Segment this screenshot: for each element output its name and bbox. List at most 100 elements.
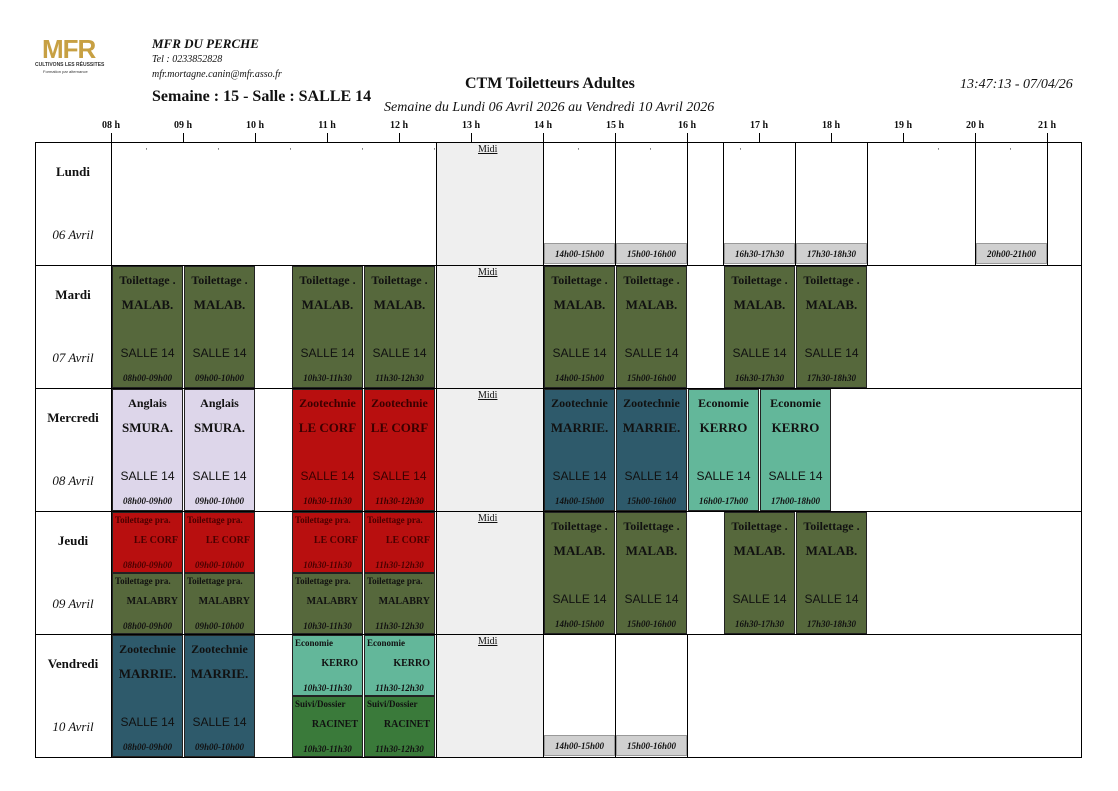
hour-tick xyxy=(543,133,544,142)
lunch-label: Midi xyxy=(478,267,498,278)
grid-dot: · xyxy=(289,144,292,154)
hour-label: 19 h xyxy=(893,120,913,131)
course-block[interactable]: Zootechnie MARRIE. SALLE 14 08h00-09h00 xyxy=(112,635,183,757)
course-teacher: MARRIE. xyxy=(190,666,249,681)
course-time: 16h30-17h30 xyxy=(734,373,784,383)
course-subject: Toilettage pra. xyxy=(115,576,171,586)
course-block[interactable]: Toilettage . MALAB. SALLE 14 08h00-09h00 xyxy=(112,266,183,388)
course-teacher: MALABRY xyxy=(306,596,358,607)
day-date: 09 Avril xyxy=(52,596,94,611)
course-room: SALLE 14 xyxy=(192,346,247,360)
course-block[interactable]: Anglais SMURA. SALLE 14 08h00-09h00 xyxy=(112,389,183,511)
course-teacher: SMURA. xyxy=(194,420,245,435)
grid-line xyxy=(867,142,868,265)
course-block[interactable]: Toilettage . MALAB. SALLE 14 10h30-11h30 xyxy=(292,266,363,388)
grid-line xyxy=(543,142,544,265)
course-room: SALLE 14 xyxy=(552,469,607,483)
course-block[interactable]: Toilettage pra. MALABRY 11h30-12h30 xyxy=(364,573,435,634)
course-block[interactable]: Zootechnie MARRIE. SALLE 14 14h00-15h00 xyxy=(544,389,615,511)
course-block[interactable]: Anglais SMURA. SALLE 14 09h00-10h00 xyxy=(184,389,255,511)
course-teacher: MALAB. xyxy=(625,297,678,312)
course-teacher: KERRO xyxy=(699,420,748,435)
hour-tick xyxy=(615,133,616,142)
course-block[interactable]: Toilettage pra. MALABRY 09h00-10h00 xyxy=(184,573,255,634)
hour-tick xyxy=(399,133,400,142)
lunch-column xyxy=(436,389,544,511)
course-time: 10h30-11h30 xyxy=(303,744,352,754)
course-teacher: MALAB. xyxy=(373,297,426,312)
course-block[interactable]: Toilettage . MALAB. SALLE 14 11h30-12h30 xyxy=(364,266,435,388)
course-teacher: LE CORF xyxy=(205,535,250,546)
course-room: SALLE 14 xyxy=(192,469,247,483)
course-teacher: KERRO xyxy=(321,658,358,669)
course-subject: Toilettage pra. xyxy=(115,515,171,525)
course-block[interactable]: Zootechnie MARRIE. SALLE 14 15h00-16h00 xyxy=(616,389,687,511)
course-block[interactable]: Toilettage pra. LE CORF 10h30-11h30 xyxy=(292,512,363,573)
day-date: 10 Avril xyxy=(52,719,94,734)
course-block[interactable]: Zootechnie LE CORF SALLE 14 11h30-12h30 xyxy=(364,389,435,511)
lunch-label: Midi xyxy=(478,144,498,155)
logo-tagline: CULTIVONS LES RÉUSSITES xyxy=(35,62,105,68)
day-date: 06 Avril xyxy=(52,227,94,242)
course-block[interactable]: Toilettage pra. LE CORF 09h00-10h00 xyxy=(184,512,255,573)
course-subject: Zootechnie xyxy=(299,396,356,410)
course-block[interactable]: Toilettage . MALAB. SALLE 14 16h30-17h30 xyxy=(724,266,795,388)
schedule-title: CTM Toiletteurs Adultes xyxy=(465,75,635,92)
course-block[interactable]: Toilettage . MALAB. SALLE 14 14h00-15h00 xyxy=(544,512,615,634)
course-subject: Toilettage . xyxy=(623,273,680,287)
course-time: 10h30-11h30 xyxy=(303,373,352,383)
course-teacher: LE CORF xyxy=(313,535,358,546)
hour-label: 13 h xyxy=(461,120,481,131)
course-block[interactable]: Toilettage . MALAB. SALLE 14 15h00-16h00 xyxy=(616,512,687,634)
course-block[interactable]: Suivi/Dossier RACINET 10h30-11h30 xyxy=(292,696,363,757)
course-subject: Toilettage pra. xyxy=(367,576,423,586)
course-block[interactable]: Toilettage . MALAB. SALLE 14 17h30-18h30 xyxy=(796,512,867,634)
course-time: 08h00-09h00 xyxy=(122,621,172,631)
course-room: SALLE 14 xyxy=(120,469,175,483)
course-subject: Toilettage pra. xyxy=(295,515,351,525)
day-divider xyxy=(111,265,112,388)
course-block[interactable]: Toilettage pra. LE CORF 11h30-12h30 xyxy=(364,512,435,573)
course-block[interactable]: Economie KERRO 11h30-12h30 xyxy=(364,635,435,696)
course-block[interactable]: Toilettage . MALAB. SALLE 14 09h00-10h00 xyxy=(184,266,255,388)
course-time: 10h30-11h30 xyxy=(303,560,352,570)
lunch-label: Midi xyxy=(478,636,498,647)
course-time: 11h30-12h30 xyxy=(375,683,424,693)
course-block[interactable]: Economie KERRO SALLE 14 16h00-17h00 xyxy=(688,389,759,511)
course-block[interactable]: Economie KERRO 10h30-11h30 xyxy=(292,635,363,696)
course-room: SALLE 14 xyxy=(372,346,427,360)
course-block[interactable]: Toilettage pra. MALABRY 08h00-09h00 xyxy=(112,573,183,634)
course-time: 08h00-09h00 xyxy=(122,373,172,383)
course-teacher: MARRIE. xyxy=(550,420,609,435)
schedule-subtitle: Semaine du Lundi 06 Avril 2026 au Vendre… xyxy=(384,100,715,115)
course-teacher: SMURA. xyxy=(122,420,173,435)
course-time: 11h30-12h30 xyxy=(375,373,424,383)
course-block[interactable]: Toilettage . MALAB. SALLE 14 14h00-15h00 xyxy=(544,266,615,388)
day-divider xyxy=(111,634,112,757)
course-subject: Suivi/Dossier xyxy=(295,699,346,709)
course-room: SALLE 14 xyxy=(804,592,859,606)
hour-tick xyxy=(975,133,976,142)
course-time: 11h30-12h30 xyxy=(375,621,424,631)
grid-line xyxy=(975,142,976,265)
course-block[interactable]: Zootechnie MARRIE. SALLE 14 09h00-10h00 xyxy=(184,635,255,757)
lunch-column xyxy=(436,143,544,265)
hour-tick xyxy=(183,133,184,142)
course-block[interactable]: Toilettage pra. MALABRY 10h30-11h30 xyxy=(292,573,363,634)
course-subject: Economie xyxy=(770,396,821,410)
course-time: 15h00-16h00 xyxy=(626,619,676,629)
course-block[interactable]: Economie KERRO SALLE 14 17h00-18h00 xyxy=(760,389,831,511)
lunch-column xyxy=(436,266,544,388)
course-teacher: LE CORF xyxy=(370,420,429,435)
course-time: 10h30-11h30 xyxy=(303,621,352,631)
course-teacher: MALABRY xyxy=(198,596,250,607)
course-block[interactable]: Toilettage . MALAB. SALLE 14 17h30-18h30 xyxy=(796,266,867,388)
grid-dot: · xyxy=(937,144,940,154)
course-block[interactable]: Toilettage . MALAB. SALLE 14 15h00-16h00 xyxy=(616,266,687,388)
course-block[interactable]: Toilettage pra. LE CORF 08h00-09h00 xyxy=(112,512,183,573)
grid-dot: · xyxy=(739,144,742,154)
course-block[interactable]: Zootechnie LE CORF SALLE 14 10h30-11h30 xyxy=(292,389,363,511)
course-teacher: LE CORF xyxy=(385,535,430,546)
course-block[interactable]: Toilettage . MALAB. SALLE 14 16h30-17h30 xyxy=(724,512,795,634)
course-block[interactable]: Suivi/Dossier RACINET 11h30-12h30 xyxy=(364,696,435,757)
